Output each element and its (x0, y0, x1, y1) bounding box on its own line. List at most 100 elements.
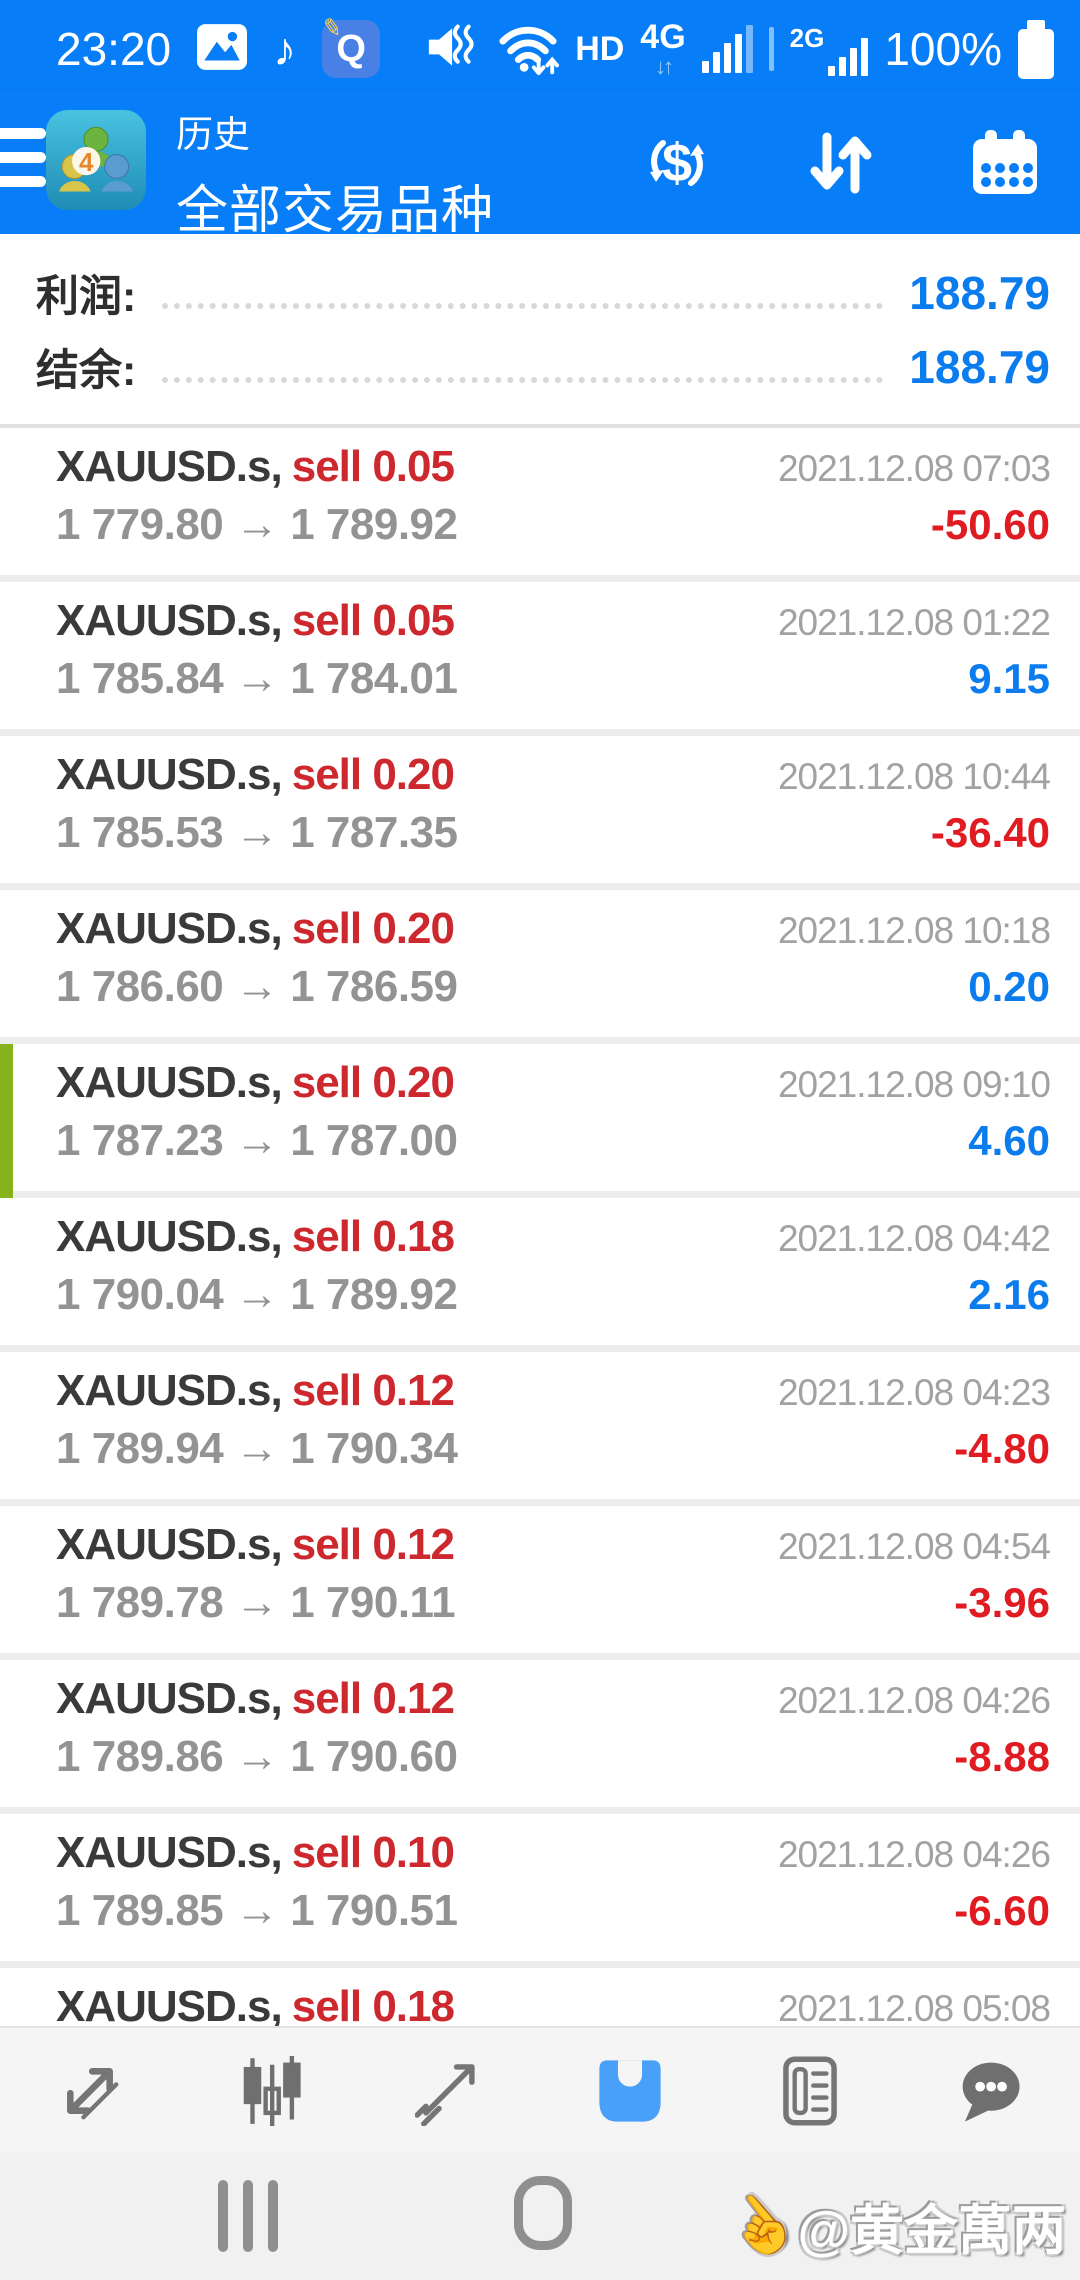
tab-trade[interactable] (405, 2046, 495, 2136)
tab-charts[interactable] (225, 2046, 315, 2136)
trade-symbol: XAUUSD.s, (56, 1366, 283, 1415)
trade-symbol: XAUUSD.s, (56, 1674, 283, 1723)
wifi-icon (497, 19, 560, 80)
trade-side-volume: sell 0.20 (291, 750, 455, 799)
trade-symbol: XAUUSD.s, (56, 1828, 283, 1877)
trade-symbol: XAUUSD.s, (56, 1212, 283, 1261)
trade-close-time: 2021.12.08 05:08 (777, 1988, 1051, 2029)
bottom-nav (0, 2026, 1080, 2154)
trade-side-volume: sell 0.20 (291, 1058, 455, 1107)
trade-prices: 1 786.60 → 1 786.59 (56, 962, 458, 1011)
tab-news[interactable] (765, 2046, 855, 2136)
trade-profit: -50.60 (930, 501, 1050, 548)
dotted-leader (162, 303, 884, 309)
trade-row[interactable]: XAUUSD.s, sell 0.12 2021.12.08 04:26 1 78… (0, 1660, 1080, 1814)
trade-symbol: XAUUSD.s, (56, 1058, 283, 1107)
trade-close-time: 2021.12.08 04:23 (777, 1372, 1051, 1413)
trade-row[interactable]: XAUUSD.s, sell 0.12 2021.12.08 04:23 1 78… (0, 1352, 1080, 1506)
trade-symbol: XAUUSD.s, (56, 750, 283, 799)
trade-side-volume: sell 0.18 (291, 1212, 455, 1261)
dotted-leader (162, 377, 884, 383)
trade-symbol: XAUUSD.s, (56, 904, 283, 953)
sort-button[interactable] (796, 118, 886, 208)
trade-profit: -3.96 (954, 1579, 1050, 1626)
profit-value: 188.79 (909, 267, 1050, 319)
trade-close-time: 2021.12.08 09:10 (777, 1064, 1051, 1105)
status-time: 23:20 (56, 23, 172, 75)
trade-prices: 1 789.85 → 1 790.51 (56, 1886, 458, 1935)
trade-row[interactable]: XAUUSD.s, sell 0.05 2021.12.08 01:22 1 78… (0, 582, 1080, 736)
trade-prices: 1 789.86 → 1 790.60 (56, 1732, 458, 1781)
battery-percent: 100% (884, 23, 1002, 75)
trade-symbol: XAUUSD.s, (56, 1520, 283, 1569)
trade-title: XAUUSD.s, sell 0.12 (56, 1674, 455, 1724)
tab-quotes[interactable] (45, 2046, 135, 2136)
balance-label: 结余: (36, 347, 137, 395)
trade-close-time: 2021.12.08 10:18 (777, 910, 1051, 951)
summary-panel: 利润: 188.79 结余: 188.79 (0, 234, 1080, 424)
watermark-text: @黄金萬两 (797, 2201, 1066, 2261)
trade-side-volume: sell 0.12 (291, 1674, 455, 1723)
tab-history[interactable] (585, 2046, 675, 2136)
trade-side-volume: sell 0.20 (291, 904, 455, 953)
trade-title: XAUUSD.s, sell 0.10 (56, 1828, 455, 1878)
trade-row[interactable]: XAUUSD.s, sell 0.20 2021.12.08 10:18 1 78… (0, 890, 1080, 1044)
trade-prices: 1 785.53 → 1 787.35 (56, 808, 458, 857)
trade-side-volume: sell 0.10 (291, 1828, 455, 1877)
trade-row[interactable]: XAUUSD.s, sell 0.12 2021.12.08 04:54 1 78… (0, 1506, 1080, 1660)
trade-prices: 1 789.94 → 1 790.34 (56, 1424, 458, 1473)
trade-title: XAUUSD.s, sell 0.12 (56, 1520, 455, 1570)
tab-messages[interactable] (945, 2046, 1035, 2136)
trade-profit: -4.80 (954, 1425, 1050, 1472)
page-subtitle[interactable]: 全部交易品种 (176, 182, 495, 240)
trade-profit: 0.20 (968, 963, 1050, 1010)
calendar-button[interactable] (960, 118, 1050, 208)
mute-vibrate-icon (425, 21, 481, 78)
hd-indicator: HD (575, 29, 625, 68)
trade-row[interactable]: XAUUSD.s, sell 0.18 2021.12.08 04:42 1 79… (0, 1198, 1080, 1352)
trade-profit: -8.88 (954, 1733, 1050, 1780)
trade-row[interactable]: XAUUSD.s, sell 0.20 2021.12.08 10:44 1 78… (0, 736, 1080, 890)
trade-close-time: 2021.12.08 04:42 (777, 1218, 1051, 1259)
trade-side-volume: sell 0.12 (291, 1520, 455, 1569)
menu-button[interactable] (0, 128, 46, 187)
app-bar: 4 历史 全部交易品种 $ (0, 92, 1080, 240)
tiktok-icon: ♪ (273, 23, 297, 75)
network-2g-indicator: 2G (790, 23, 869, 76)
profit-summary-row: 利润: 188.79 (36, 258, 1050, 328)
network-4g-indicator: 4G ↓↑ (640, 18, 686, 79)
home-button[interactable] (514, 2176, 572, 2250)
trade-profit: -36.40 (930, 809, 1050, 856)
trade-list[interactable]: XAUUSD.s, sell 0.05 2021.12.08 07:03 1 77… (0, 424, 1080, 2030)
trade-prices: 1 787.23 → 1 787.00 (56, 1116, 458, 1165)
trade-title: XAUUSD.s, sell 0.20 (56, 904, 455, 954)
system-nav: ☝ @黄金萬两 (0, 2152, 1080, 2280)
battery-icon (1018, 19, 1054, 79)
trade-profit: 4.60 (968, 1117, 1050, 1164)
trade-title: XAUUSD.s, sell 0.05 (56, 596, 455, 646)
trade-row[interactable]: XAUUSD.s,sell 0.18 2021.12.08 05:08 1 78… (0, 1968, 1080, 2030)
trade-title: XAUUSD.s, sell 0.12 (56, 1366, 455, 1416)
trade-close-time: 2021.12.08 04:54 (777, 1526, 1051, 1567)
recents-button[interactable] (218, 2180, 278, 2252)
signal-bars-icon (701, 25, 753, 73)
profit-label: 利润: (36, 273, 137, 321)
trade-row[interactable]: XAUUSD.s, sell 0.20 2021.12.08 09:10 1 78… (0, 1044, 1080, 1198)
trade-row[interactable]: XAUUSD.s, sell 0.10 2021.12.08 04:26 1 78… (0, 1814, 1080, 1968)
trade-side-volume: sell 0.05 (291, 596, 455, 645)
trade-title: XAUUSD.s, sell 0.20 (56, 750, 455, 800)
q-app-icon: ✎ Q (320, 13, 381, 78)
hand-icon: ☝ (713, 2178, 808, 2272)
trade-symbol: XAUUSD.s, (56, 1982, 283, 2030)
trade-close-time: 2021.12.08 10:44 (777, 756, 1051, 797)
trade-profit: 2.16 (968, 1271, 1050, 1318)
trade-prices: 1 779.80 → 1 789.92 (56, 500, 458, 549)
gallery-icon (197, 23, 248, 75)
trade-profit: -6.60 (954, 1887, 1050, 1934)
currency-exchange-button[interactable]: $ (632, 118, 722, 208)
trade-close-time: 2021.12.08 04:26 (777, 1680, 1051, 1721)
trade-row[interactable]: XAUUSD.s, sell 0.05 2021.12.08 07:03 1 77… (0, 428, 1080, 582)
trade-title: XAUUSD.s, sell 0.20 (56, 1058, 455, 1108)
trade-symbol: XAUUSD.s, (56, 442, 283, 491)
